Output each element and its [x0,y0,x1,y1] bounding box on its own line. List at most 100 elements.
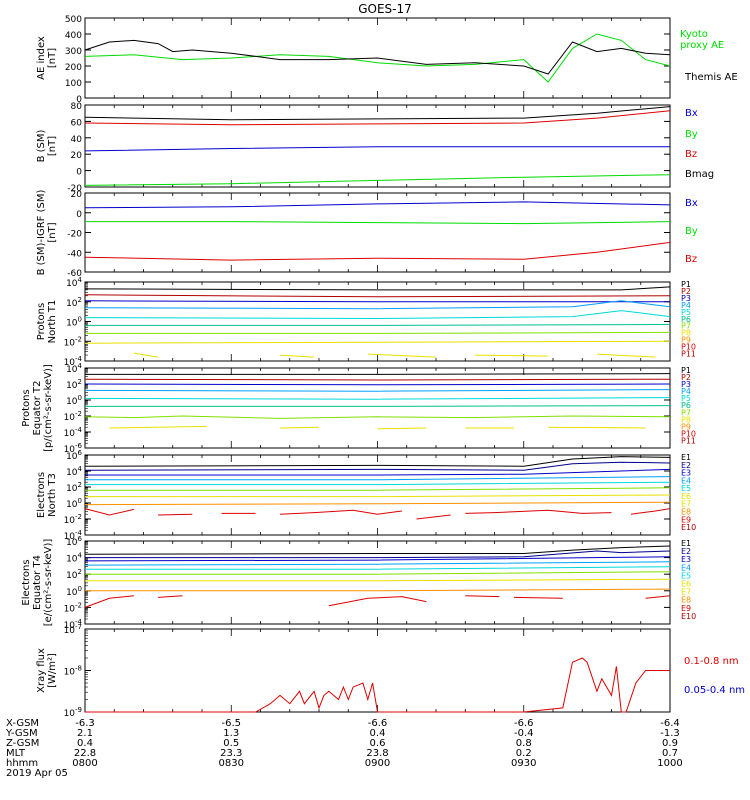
series-E9-segment [158,595,183,598]
legend-label: E10 [681,612,696,621]
series-E9-segment [84,595,134,608]
series-P8-line [84,340,671,344]
y-tick-label: 102 [66,568,82,581]
series-E6-line [85,571,671,575]
series-P7-line [85,331,671,334]
series-P8-segment [377,427,427,430]
series-E1-line [84,456,671,467]
legend-label: P2 [681,287,691,296]
y-tick-label: 10-2 [64,410,82,423]
legend-label: E4 [681,563,691,572]
series-E7-line [85,494,671,498]
series-E8-line [84,501,671,506]
y-tick-label: 0 [76,210,82,220]
series-P7-line [84,415,671,419]
ephemeris-row-label: MLT [6,748,26,759]
series-E9-segment [465,509,612,514]
series-E3-line [84,556,671,562]
series-E5-line [85,566,671,570]
panel-frame [84,628,671,713]
series-E1-line [84,545,671,555]
y-axis-label: North T3 [47,473,58,517]
legend-label: E3 [681,469,691,478]
legend-label: P5 [681,308,691,317]
y-tick-label: 20 [71,190,83,200]
series-P3-line [84,383,671,386]
y-tick-label: 100 [66,394,82,407]
series-E9-segment [513,596,563,599]
legend-label: Bz [685,254,697,265]
legend-label: P8 [681,329,691,338]
series-E7-line [85,578,671,582]
series-P2-line [84,294,671,298]
series-E6-line [85,487,671,491]
legend-label: By [685,226,698,237]
series-P6-line [85,405,671,407]
y-tick-label: 10-2 [64,335,82,348]
y-tick-label: 100 [66,585,82,598]
y-tick-label: 40 [71,135,83,145]
series-E2-line [84,461,671,471]
legend-label: E6 [681,492,691,501]
y-tick-label: 10-8 [64,665,82,678]
legend-label: P11 [681,436,696,445]
ephemeris-footer: X-GSM -6.3 -6.5 -6.6 -6.6 -6.4 Y-GSM 2.1 1.3 0.4 -… [5,718,683,769]
ephemeris-value: 0.8 [516,738,532,749]
legend-label: P3 [681,380,691,389]
legend-label: E5 [681,571,691,580]
legend-label: E5 [681,484,691,493]
ephemeris-value: 22.8 [74,748,96,759]
series-E9-segment [416,514,451,520]
series-E9-segment [158,513,193,516]
series-E5-line [85,481,671,486]
y-tick-label: 102 [66,296,82,309]
legend-label: P6 [681,401,691,410]
series-Bz-line [84,241,671,261]
y-tick-label: 20 [71,151,83,161]
legend-label: E9 [681,515,691,524]
legend-label: P7 [681,408,691,417]
legend-label: proxy AE [680,40,724,51]
y-tick-label: 10-2 [64,513,82,526]
series-P2-line [84,378,671,381]
y-tick-label: 104 [66,552,82,565]
legend-label: E6 [681,580,691,589]
ephemeris-value: -6.4 [660,718,680,729]
panel-frame [84,281,671,362]
y-axis-label: [e/(cm²-s-sr-keV)] [43,539,54,627]
legend-label: P1 [681,366,691,375]
legend-label: E1 [681,453,691,462]
ephemeris-row-label: Y-GSM [5,728,38,739]
y-tick-label: 500 [65,15,82,25]
ephemeris-value: -1.3 [660,728,680,739]
series-Themis-AE-line [84,39,671,75]
ephemeris-value: 1.3 [223,728,239,739]
y-tick-label: 100 [66,497,82,510]
y-tick-label: 10-4 [64,426,83,439]
y-axis-label: B (SM)-IGRF (SM) [36,190,47,276]
ephemeris-value: 1000 [657,758,682,769]
series-P3-line [84,300,670,303]
y-tick-label: 100 [66,316,82,329]
ephemeris-value: 0.2 [516,748,532,759]
legend-label: P8 [681,415,691,424]
series-P1-line [84,286,671,291]
y-axis-label: North T1 [47,300,58,344]
legend-label: P4 [681,301,691,310]
y-tick-label: 0 [76,95,82,105]
legend-label: P6 [681,315,691,324]
series-P6-line [85,324,671,326]
y-tick-label: 100 [65,79,82,89]
panel-frame [84,192,671,273]
series-P5-line [84,310,671,320]
legend-label: Bz [685,149,697,160]
series-By-line [84,174,671,186]
legend-label: P2 [681,373,691,382]
series-P9-segment [133,352,159,358]
legend-label: P9 [681,336,691,345]
plot-title: GOES-17 [358,2,412,16]
